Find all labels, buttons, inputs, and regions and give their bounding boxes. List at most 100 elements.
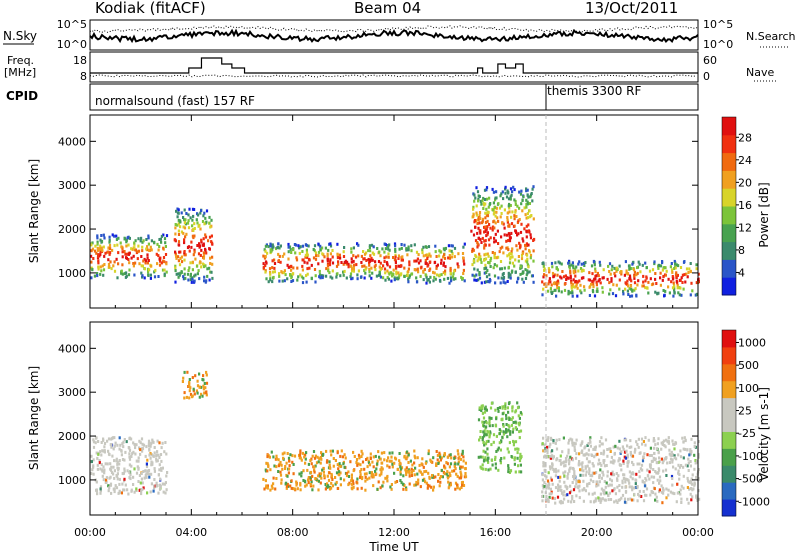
scatter-cell: [652, 282, 655, 286]
scatter-cell: [507, 232, 510, 236]
scatter-cell: [548, 279, 551, 283]
scatter-cell: [483, 267, 486, 270]
scatter-cell: [499, 448, 502, 452]
scatter-cell: [116, 443, 119, 447]
scatter-cell: [390, 483, 393, 486]
scatter-cell: [624, 485, 627, 489]
scatter-cell: [165, 270, 168, 274]
scatter-cell: [155, 459, 158, 463]
scatter-cell: [485, 440, 488, 444]
scatter-cell: [676, 491, 679, 495]
scatter-cell: [654, 457, 657, 461]
scatter-cell: [525, 242, 528, 246]
scatter-cell: [486, 269, 489, 272]
scatter-cell: [581, 449, 584, 453]
scatter-cell: [196, 244, 199, 247]
scatter-cell: [568, 491, 572, 495]
scatter-cell: [327, 478, 331, 482]
scatter-cell: [554, 474, 557, 478]
y-tick-label: 4000: [58, 135, 86, 148]
scatter-cell: [113, 269, 117, 273]
scatter-cell: [435, 450, 438, 453]
scatter-cell: [506, 246, 509, 250]
scatter-cell: [379, 261, 382, 265]
scatter-cell: [285, 486, 288, 490]
scatter-cell: [661, 501, 664, 505]
scatter-cell: [654, 443, 657, 447]
scatter-cell: [383, 256, 386, 260]
freq-unit-label: [MHz]: [4, 66, 36, 79]
scatter-cell: [664, 273, 667, 277]
scatter-cell: [601, 470, 604, 474]
scatter-cell: [617, 474, 620, 478]
scatter-cell: [122, 445, 125, 449]
scatter-cell: [486, 212, 489, 216]
scatter-cell: [503, 233, 506, 237]
scatter-cell: [444, 265, 447, 269]
scatter-cell: [428, 484, 431, 488]
scatter-cell: [363, 472, 367, 476]
scatter-cell: [275, 454, 278, 458]
scatter-cell: [437, 473, 440, 476]
scatter-cell: [560, 461, 563, 465]
scatter-cell: [616, 485, 619, 489]
scatter-cell: [574, 267, 577, 271]
scatter-cell: [514, 447, 517, 451]
scatter-cell: [460, 275, 463, 279]
scatter-cell: [599, 462, 602, 465]
scatter-cell: [483, 432, 486, 436]
scatter-cell: [610, 483, 613, 487]
scatter-cell: [516, 277, 520, 281]
scatter-cell: [484, 230, 487, 233]
scatter-cell: [189, 261, 192, 265]
scatter-cell: [407, 280, 410, 284]
scatter-cell: [499, 194, 502, 198]
scatter-cell: [526, 244, 529, 247]
scatter-cell: [541, 280, 544, 284]
scatter-cell: [200, 238, 203, 242]
scatter-cell: [397, 264, 400, 268]
scatter-cell: [585, 470, 588, 474]
scatter-cell: [524, 243, 527, 247]
scatter-cell: [407, 453, 410, 457]
scatter-cell: [282, 456, 285, 460]
scatter-cell: [636, 462, 639, 466]
scatter-cell: [481, 199, 484, 203]
scatter-cell: [471, 263, 474, 267]
scatter-cell: [541, 495, 544, 498]
scatter-cell: [580, 276, 584, 280]
scatter-cell: [567, 276, 570, 280]
scatter-cell: [153, 275, 157, 279]
scatter-cell: [559, 459, 562, 462]
scatter-cell: [689, 293, 692, 297]
scatter-cell: [202, 214, 205, 218]
scatter-cell: [547, 436, 550, 440]
scatter-cell: [595, 280, 598, 284]
scatter-cell: [445, 461, 448, 464]
scatter-cell: [546, 445, 549, 449]
scatter-cell: [571, 283, 575, 287]
scatter-cell: [529, 193, 533, 197]
scatter-cell: [578, 460, 581, 463]
scatter-cell: [494, 196, 497, 200]
scatter-cell: [638, 470, 641, 474]
scatter-cell: [96, 242, 99, 246]
scatter-cell: [150, 482, 153, 486]
scatter-cell: [600, 487, 603, 491]
scatter-cell: [313, 468, 316, 472]
scatter-cell: [110, 491, 113, 495]
scatter-cell: [578, 260, 581, 264]
scatter-cell: [399, 461, 402, 465]
scatter-cell: [572, 269, 575, 273]
scatter-cell: [485, 433, 488, 437]
scatter-cell: [191, 260, 194, 264]
scatter-cell: [128, 455, 131, 459]
scatter-cell: [594, 453, 597, 457]
scatter-cell: [693, 467, 696, 471]
scatter-cell: [205, 381, 209, 385]
scatter-cell: [182, 216, 185, 219]
scatter-cell: [207, 239, 210, 243]
scatter-cell: [457, 460, 460, 464]
scatter-cell: [566, 474, 569, 478]
scatter-cell: [380, 472, 383, 476]
